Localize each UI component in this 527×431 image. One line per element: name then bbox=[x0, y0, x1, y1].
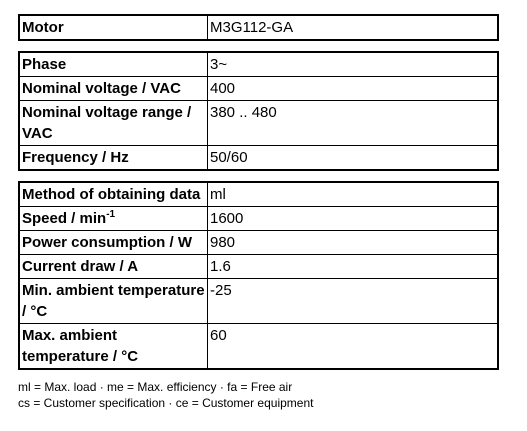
row-value: 1600 bbox=[207, 206, 499, 231]
row-value: ml bbox=[207, 181, 499, 207]
spec-row: Speed / min-1 1600 bbox=[18, 206, 499, 231]
row-value: 980 bbox=[207, 230, 499, 255]
spec-row: Power consumption / W 980 bbox=[18, 230, 499, 255]
label-text: Nominal voltage range / VAC bbox=[22, 104, 192, 142]
spec-row: Method of obtaining data ml bbox=[18, 181, 499, 207]
row-value: 60 bbox=[207, 323, 499, 370]
label-text: Max. ambient temperature / °C bbox=[22, 327, 139, 365]
row-value: 400 bbox=[207, 76, 499, 101]
row-label: Min. ambient temperature / °C bbox=[18, 278, 208, 324]
notes: ml = Max. load · me = Max. efficiency · … bbox=[0, 379, 527, 411]
spec-row: Min. ambient temperature / °C -25 bbox=[18, 278, 499, 324]
row-value: M3G112-GA bbox=[207, 14, 499, 41]
label-text: Speed / min bbox=[22, 210, 107, 227]
row-value: 50/60 bbox=[207, 145, 499, 171]
label-superscript: -1 bbox=[106, 209, 116, 220]
row-label: Motor bbox=[18, 14, 208, 41]
row-label: Speed / min-1 bbox=[18, 206, 208, 231]
label-text: Motor bbox=[22, 19, 64, 36]
label-text: Phase bbox=[22, 56, 67, 73]
spec-row: Nominal voltage range / VAC 380 .. 480 bbox=[18, 100, 499, 146]
label-text: Min. ambient temperature / °C bbox=[22, 282, 205, 320]
label-text: Nominal voltage / VAC bbox=[22, 80, 181, 97]
spec-table: Method of obtaining data ml Speed / min-1 1… bbox=[18, 181, 499, 370]
row-label: Power consumption / W bbox=[18, 230, 208, 255]
tables: Motor M3G112-GA Phase 3~ Nominal voltage / V… bbox=[0, 14, 527, 370]
row-label: Method of obtaining data bbox=[18, 181, 208, 207]
label-text: Method of obtaining data bbox=[22, 186, 201, 203]
spec-row: Max. ambient temperature / °C 60 bbox=[18, 323, 499, 370]
label-text: Current draw / A bbox=[22, 258, 139, 275]
spec-table: Motor M3G112-GA bbox=[18, 14, 499, 41]
row-label: Current draw / A bbox=[18, 254, 208, 279]
row-label: Nominal voltage / VAC bbox=[18, 76, 208, 101]
spec-row: Current draw / A 1.6 bbox=[18, 254, 499, 279]
row-label: Max. ambient temperature / °C bbox=[18, 323, 208, 370]
row-value: 3~ bbox=[207, 51, 499, 77]
spec-row: Frequency / Hz 50/60 bbox=[18, 145, 499, 171]
footnote: cs = Customer specification · ce = Custo… bbox=[18, 396, 314, 410]
spec-row: Nominal voltage / VAC 400 bbox=[18, 76, 499, 101]
label-text: Frequency / Hz bbox=[22, 149, 129, 166]
row-label: Nominal voltage range / VAC bbox=[18, 100, 208, 146]
label-text: Power consumption / W bbox=[22, 234, 193, 251]
row-value: -25 bbox=[207, 278, 499, 324]
row-value: 1.6 bbox=[207, 254, 499, 279]
row-label: Frequency / Hz bbox=[18, 145, 208, 171]
row-label: Phase bbox=[18, 51, 208, 77]
row-value: 380 .. 480 bbox=[207, 100, 499, 146]
spec-table: Phase 3~ Nominal voltage / VAC 400 Nominal v… bbox=[18, 51, 499, 171]
spec-row: Phase 3~ bbox=[18, 51, 499, 77]
spec-row: Motor M3G112-GA bbox=[18, 14, 499, 41]
footnote: ml = Max. load · me = Max. efficiency · … bbox=[18, 380, 293, 394]
